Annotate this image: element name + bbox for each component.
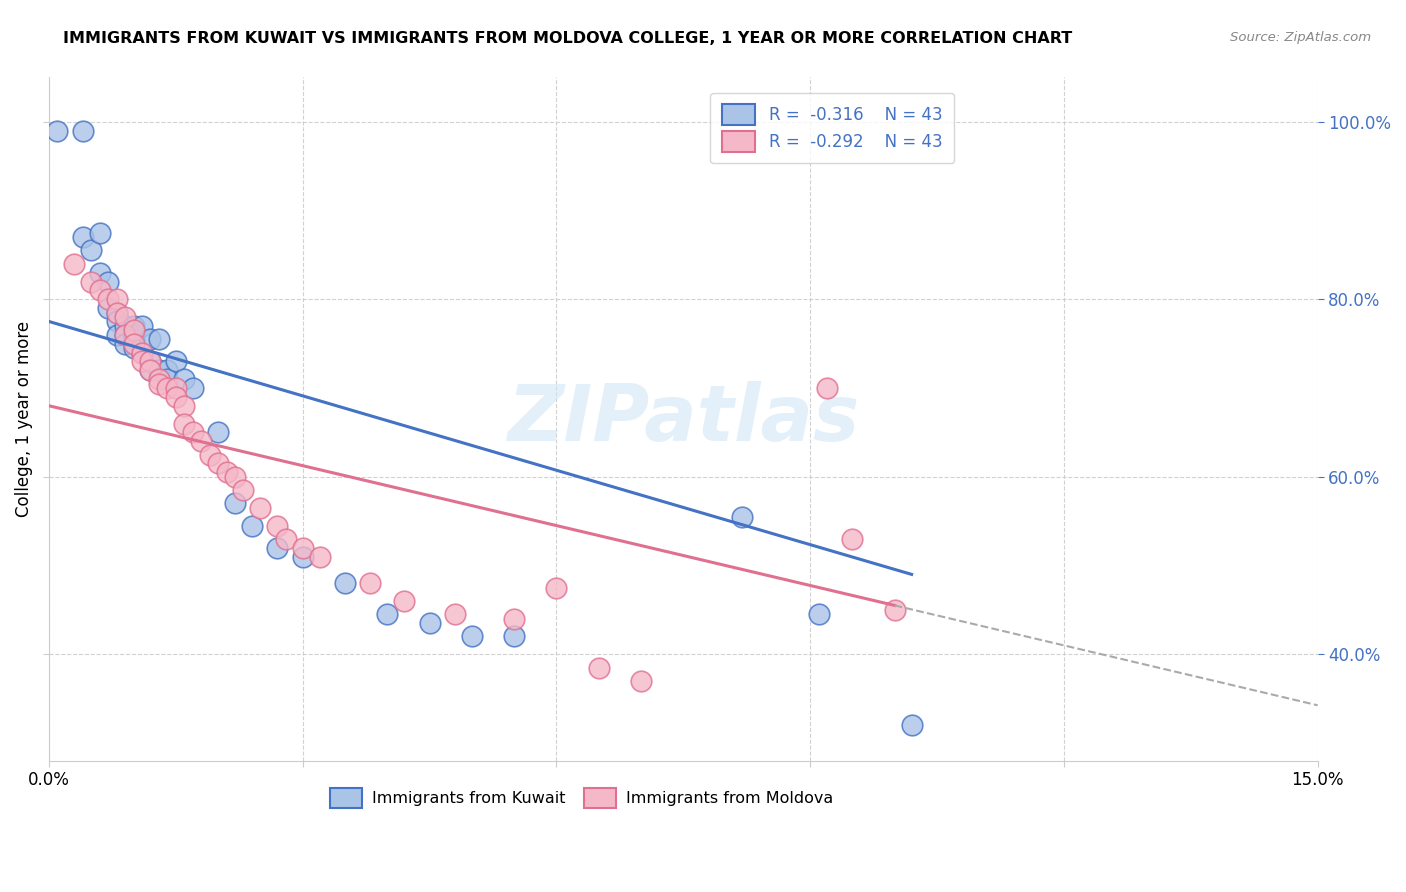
- Point: [131, 318, 153, 333]
- Point: [139, 332, 162, 346]
- Point: [122, 336, 145, 351]
- Point: [215, 466, 238, 480]
- Text: IMMIGRANTS FROM KUWAIT VS IMMIGRANTS FROM MOLDOVA COLLEGE, 1 YEAR OR MORE CORREL: IMMIGRANTS FROM KUWAIT VS IMMIGRANTS FRO…: [63, 31, 1073, 46]
- Point: [588, 660, 610, 674]
- Point: [114, 327, 136, 342]
- Point: [139, 363, 162, 377]
- Point: [122, 323, 145, 337]
- Point: [80, 275, 103, 289]
- Point: [148, 332, 170, 346]
- Point: [173, 417, 195, 431]
- Point: [503, 630, 526, 644]
- Point: [156, 363, 179, 377]
- Point: [815, 381, 838, 395]
- Text: ZIPatlas: ZIPatlas: [508, 381, 859, 457]
- Point: [114, 327, 136, 342]
- Point: [114, 310, 136, 324]
- Point: [97, 293, 120, 307]
- Point: [105, 314, 128, 328]
- Point: [266, 541, 288, 555]
- Point: [114, 318, 136, 333]
- Point: [105, 293, 128, 307]
- Point: [156, 381, 179, 395]
- Point: [131, 345, 153, 359]
- Point: [173, 399, 195, 413]
- Point: [89, 284, 111, 298]
- Point: [72, 230, 94, 244]
- Point: [240, 518, 263, 533]
- Point: [97, 301, 120, 315]
- Text: Source: ZipAtlas.com: Source: ZipAtlas.com: [1230, 31, 1371, 45]
- Point: [165, 354, 187, 368]
- Point: [224, 469, 246, 483]
- Point: [232, 483, 254, 497]
- Point: [392, 594, 415, 608]
- Point: [419, 616, 441, 631]
- Point: [80, 244, 103, 258]
- Point: [249, 500, 271, 515]
- Point: [181, 425, 204, 440]
- Point: [156, 372, 179, 386]
- Point: [89, 226, 111, 240]
- Point: [224, 496, 246, 510]
- Point: [131, 354, 153, 368]
- Point: [173, 372, 195, 386]
- Point: [359, 576, 381, 591]
- Point: [883, 603, 905, 617]
- Point: [148, 372, 170, 386]
- Point: [131, 345, 153, 359]
- Point: [207, 457, 229, 471]
- Point: [105, 305, 128, 319]
- Point: [274, 532, 297, 546]
- Point: [105, 327, 128, 342]
- Point: [97, 275, 120, 289]
- Point: [181, 381, 204, 395]
- Point: [207, 425, 229, 440]
- Point: [807, 607, 830, 622]
- Point: [122, 332, 145, 346]
- Point: [375, 607, 398, 622]
- Point: [731, 509, 754, 524]
- Point: [165, 390, 187, 404]
- Point: [89, 266, 111, 280]
- Point: [122, 318, 145, 333]
- Point: [122, 327, 145, 342]
- Point: [266, 518, 288, 533]
- Point: [165, 381, 187, 395]
- Y-axis label: College, 1 year or more: College, 1 year or more: [15, 321, 32, 517]
- Point: [139, 354, 162, 368]
- Point: [190, 434, 212, 449]
- Point: [333, 576, 356, 591]
- Point: [900, 718, 922, 732]
- Point: [198, 448, 221, 462]
- Point: [139, 363, 162, 377]
- Point: [105, 305, 128, 319]
- Point: [444, 607, 467, 622]
- Point: [148, 363, 170, 377]
- Point: [63, 257, 86, 271]
- Point: [841, 532, 863, 546]
- Point: [148, 376, 170, 391]
- Point: [46, 124, 69, 138]
- Point: [546, 581, 568, 595]
- Legend: Immigrants from Kuwait, Immigrants from Moldova: Immigrants from Kuwait, Immigrants from …: [323, 782, 839, 814]
- Point: [461, 630, 484, 644]
- Point: [72, 124, 94, 138]
- Point: [308, 549, 330, 564]
- Point: [291, 549, 314, 564]
- Point: [114, 336, 136, 351]
- Point: [630, 673, 652, 688]
- Point: [291, 541, 314, 555]
- Point: [122, 341, 145, 355]
- Point: [503, 612, 526, 626]
- Point: [139, 354, 162, 368]
